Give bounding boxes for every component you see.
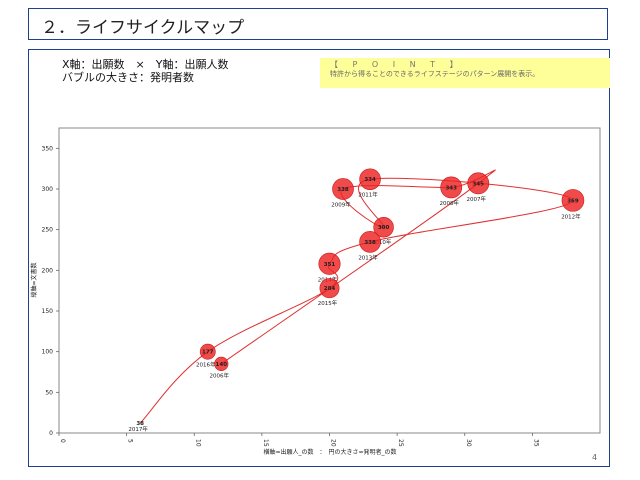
slide-title: ２．ライフサイクルマップ — [41, 18, 245, 38]
bubble — [359, 231, 381, 253]
bubble-year-label: 2009年 — [331, 201, 351, 209]
bubble — [332, 178, 354, 200]
y-tick-label: 50 — [45, 389, 53, 396]
bubble-year-label: 2013年 — [358, 253, 378, 261]
bubble — [373, 217, 394, 238]
y-tick-label: 300 — [42, 186, 54, 193]
y-axis-label: 縦軸=文書数 — [30, 262, 38, 297]
bubble-size-label: 369 — [567, 198, 579, 204]
page-number: 4 — [592, 453, 598, 462]
point-text: 特許から得ることのできるライフステージのパターン展開を表示。 — [330, 70, 540, 78]
bubble-size-label: 300 — [378, 225, 390, 231]
y-tick-label: 100 — [42, 349, 54, 356]
axis-description-line2: バブルの大きさ：発明者数 — [62, 71, 194, 84]
content-frame — [28, 49, 610, 467]
bubble-year-label: 2011年 — [358, 191, 378, 199]
bubble-year-label: 2017年 — [128, 425, 148, 433]
axis-description-line1: X軸：出願数 × Y軸：出願人数 — [62, 58, 229, 71]
bubble-size-label: 345 — [473, 181, 485, 187]
y-tick-label: 150 — [42, 308, 54, 315]
y-tick-label: 250 — [42, 227, 54, 234]
bubble-size-label: 351 — [324, 262, 336, 268]
slide-title-box: ２．ライフサイクルマップ — [28, 8, 608, 40]
y-tick-label: 350 — [42, 145, 54, 152]
bubble-size-label: 338 — [364, 240, 376, 246]
axis-ticks: 0 50 100 150 200 250 300 350 0 5 10 15 20 25 30 35 — [42, 145, 540, 446]
bubble-size-label: 338 — [337, 187, 349, 193]
x-tick-label: 35 — [532, 439, 539, 447]
point-callout: 【 P O I N T 】 特許から得ることのできるライフステージのパターン展開… — [320, 58, 610, 88]
bubble — [359, 168, 381, 191]
bubble — [318, 252, 341, 275]
bubble — [319, 278, 340, 299]
bubble — [199, 343, 216, 360]
bubble-year-label: 2008年 — [439, 199, 459, 207]
bubbles: 140 2006年 345 2007年 343 2008年 338 2009年 300 2010年… — [128, 168, 585, 433]
bubble-year-label: 2007年 — [467, 195, 487, 203]
bubble — [561, 189, 585, 212]
bubble-year-label: 2010年 — [372, 238, 392, 246]
bubble — [214, 356, 229, 371]
lifecycle-path — [139, 169, 574, 424]
y-tick-label: 200 — [42, 267, 54, 274]
x-tick-label: 20 — [330, 439, 337, 447]
x-tick-label: 0 — [59, 439, 66, 443]
point-heading: 【 P O I N T 】 — [330, 60, 464, 69]
bubble-year-label: 2015年 — [318, 299, 338, 307]
bubble-size-label: 140 — [216, 362, 228, 368]
x-tick-label: 15 — [262, 439, 269, 447]
bubble-size-label: 284 — [324, 286, 336, 292]
x-axis-label: 横軸=出願人_の数 ： 円の大きさ=発明者_の数 — [263, 448, 396, 456]
bubble-size-label: 38 — [136, 421, 144, 427]
x-tick-label: 10 — [194, 439, 201, 447]
bubble-year-label: 2006年 — [210, 372, 230, 380]
x-tick-label: 30 — [465, 439, 472, 447]
x-tick-label: 25 — [397, 439, 404, 447]
bubble-year-label: 2012年 — [561, 212, 581, 220]
bubble-size-label: 177 — [202, 350, 214, 356]
y-tick-label: 0 — [49, 430, 53, 437]
bubble-size-label: 343 — [445, 185, 457, 191]
x-tick-label: 5 — [127, 439, 134, 443]
bubble-size-label: 334 — [364, 177, 376, 183]
bubble-year-label: 2016年 — [196, 360, 216, 368]
bubble — [440, 176, 463, 199]
bubble — [467, 172, 490, 195]
